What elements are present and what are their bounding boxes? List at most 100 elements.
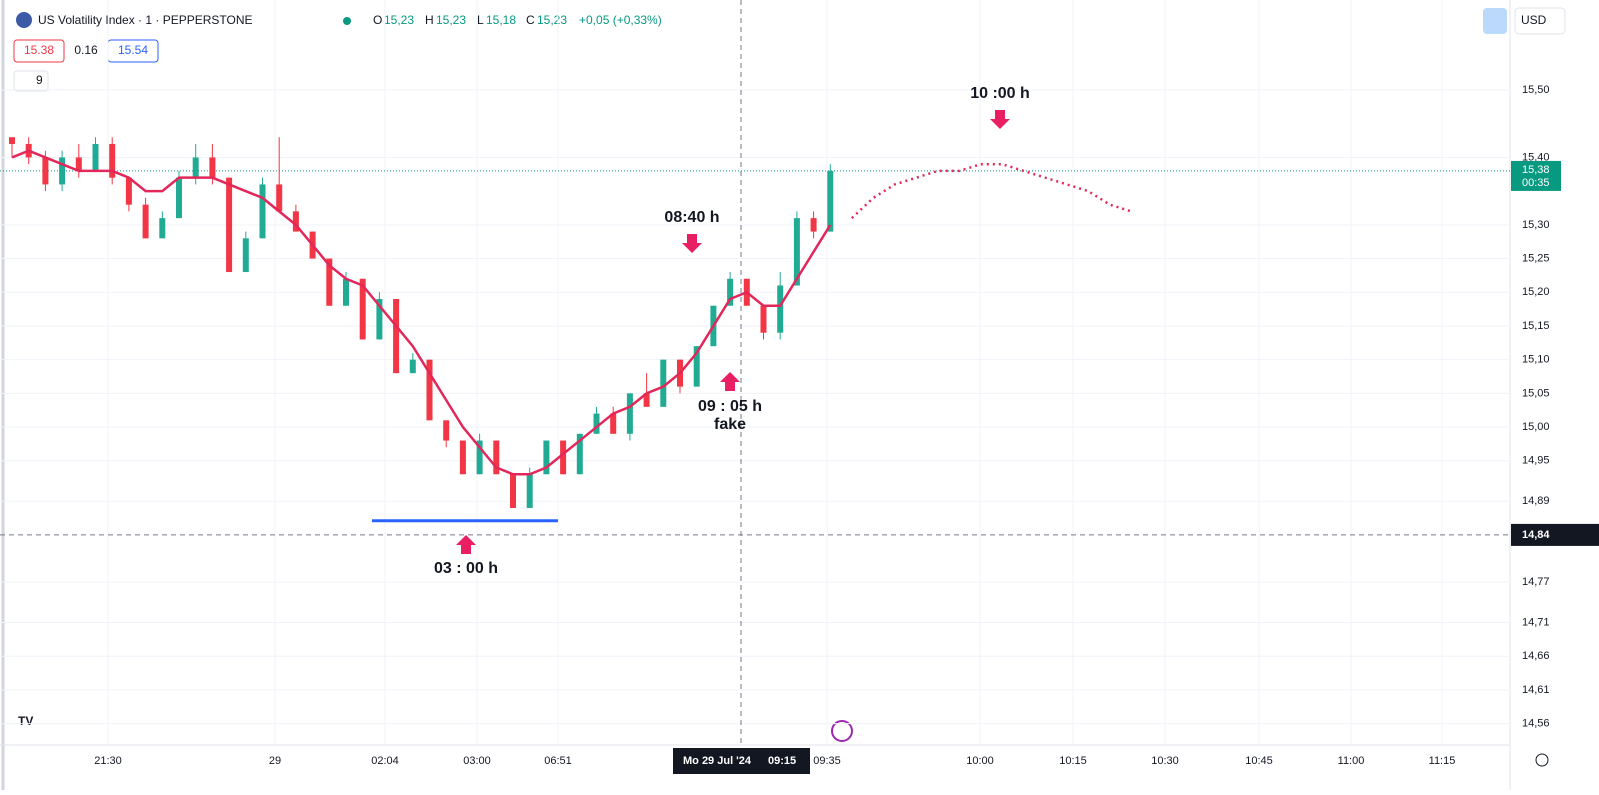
candle-body <box>660 359 667 407</box>
candle-body <box>9 137 15 144</box>
candle-body <box>92 143 99 171</box>
candle-body <box>593 413 600 434</box>
candle-body <box>376 298 383 340</box>
candle-body <box>226 177 233 273</box>
time-tick-label: 10:00 <box>966 755 994 767</box>
annotation: 10 :00 h <box>970 85 1030 102</box>
crosshair-price: 14,84 <box>1522 529 1550 541</box>
candle-body <box>760 305 767 333</box>
candle-body <box>543 440 550 475</box>
price-tick-label: 15,00 <box>1522 421 1550 433</box>
moving-average <box>11 149 832 476</box>
candle-body <box>109 143 116 178</box>
crosshair-date: Mo 29 Jul '24 <box>683 755 752 767</box>
time-tick-label: 06:51 <box>544 755 572 767</box>
candle-body <box>209 157 216 178</box>
candle-body <box>242 238 249 273</box>
candle-body <box>459 440 466 475</box>
candle-body <box>326 258 333 306</box>
c-value: 15,23 <box>537 13 567 27</box>
h-label: H <box>425 13 434 27</box>
candle-body <box>493 440 500 475</box>
candle-body <box>292 211 299 232</box>
crosshair-price-box <box>1511 523 1599 546</box>
price-tick-label: 14,56 <box>1522 718 1550 730</box>
time-tick-label: 11:00 <box>1338 755 1365 767</box>
buy-price[interactable]: 15.54 <box>118 43 148 57</box>
candle-body <box>59 157 66 185</box>
price-tick-label: 15,15 <box>1522 320 1550 332</box>
countdown: 00:35 <box>1522 177 1550 189</box>
price-tick-label: 15,20 <box>1522 286 1550 298</box>
flash-icon[interactable] <box>831 720 853 742</box>
candle-body <box>259 184 266 239</box>
settings-icon[interactable] <box>1535 753 1549 767</box>
candle-body <box>610 413 617 434</box>
candle-body <box>693 346 700 387</box>
price-tick-label: 15,30 <box>1522 219 1550 231</box>
time-tick-label: 11:15 <box>1429 755 1456 767</box>
annotation: 03 : 00 h <box>434 560 498 577</box>
price-tick-label: 15,05 <box>1522 387 1550 399</box>
time-tick-label: 29 <box>269 755 281 767</box>
sell-price[interactable]: 15.38 <box>24 43 54 57</box>
symbol: US Volatility Index · 1 · PEPPERSTONE <box>38 13 253 27</box>
annotation: 09 : 05 h <box>698 398 762 415</box>
time-tick-label: 09:35 <box>813 755 841 767</box>
candle-body <box>75 157 82 171</box>
candle-body <box>510 474 516 508</box>
crosshair-time-box <box>673 748 810 774</box>
candle-body <box>626 393 633 434</box>
tv-logo[interactable]: TV <box>18 714 33 728</box>
candle-body <box>576 433 583 475</box>
candle-body <box>727 278 734 306</box>
price-tick-label: 15,50 <box>1522 84 1550 96</box>
candle-body <box>192 157 199 178</box>
flag-icon <box>16 12 32 28</box>
candle-body <box>560 440 567 475</box>
last-price-box <box>1511 160 1561 191</box>
time-tick-label: 02:04 <box>371 755 399 767</box>
candle-body <box>343 278 349 306</box>
candle-body <box>276 184 283 212</box>
price-tick-label: 14,61 <box>1522 684 1550 696</box>
annotation: 08:40 h <box>664 209 719 226</box>
candle-body <box>142 204 149 239</box>
time-tick-label: 10:15 <box>1059 755 1087 767</box>
h-value: 15,23 <box>436 13 466 27</box>
price-tick-label: 14,66 <box>1522 650 1550 662</box>
candle-body <box>643 393 650 407</box>
candle-body <box>476 440 483 475</box>
layout-button[interactable] <box>1483 8 1507 34</box>
l-value: 15,18 <box>486 13 516 27</box>
candle-body <box>426 359 433 421</box>
candle-body <box>526 474 533 508</box>
candle-body <box>810 218 817 232</box>
indicator-toggle[interactable] <box>13 70 49 92</box>
price-tick-label: 15,10 <box>1522 354 1550 366</box>
candle-body <box>159 218 166 239</box>
arrow-down <box>990 110 1010 129</box>
sell-button[interactable] <box>13 39 65 63</box>
status-dot <box>343 17 351 25</box>
currency[interactable]: USD <box>1521 13 1547 27</box>
price-tick-label: 14,71 <box>1522 616 1550 628</box>
spread: 0.16 <box>74 43 98 57</box>
currency-button[interactable] <box>1514 7 1566 35</box>
arrow-down <box>682 234 702 253</box>
time-tick-label: 10:45 <box>1245 755 1273 767</box>
candle-body <box>793 218 800 286</box>
price-tick-label: 14,89 <box>1522 495 1550 507</box>
indicator-count[interactable]: 9 <box>36 73 43 87</box>
time-tick-label: 03:00 <box>463 755 491 767</box>
time-tick-label: 21:30 <box>94 755 122 767</box>
candle-body <box>777 285 784 333</box>
arrow-up <box>720 372 740 391</box>
annotation: fake <box>714 416 746 433</box>
candle-body <box>359 278 366 340</box>
l-label: L <box>477 13 484 27</box>
change: +0,05 (+0,33%) <box>579 13 662 27</box>
